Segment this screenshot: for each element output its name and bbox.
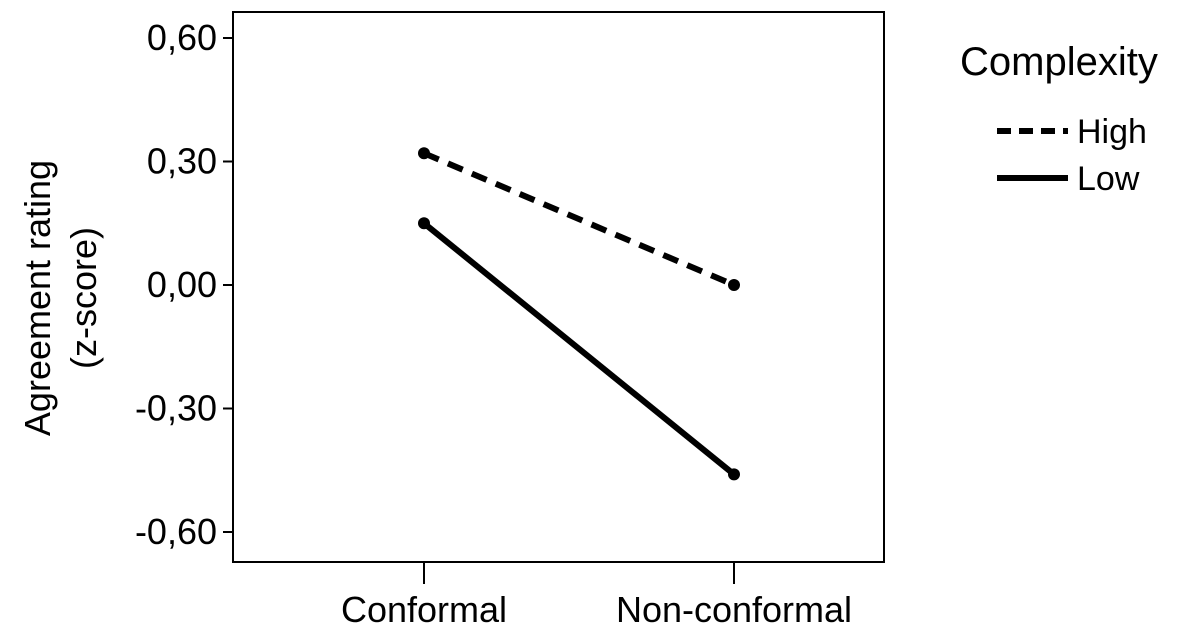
data-point-high xyxy=(728,279,740,291)
series-line-low xyxy=(422,220,736,477)
y-tick-label: 0,60 xyxy=(147,17,217,58)
legend-title: Complexity xyxy=(960,40,1158,84)
data-point-low xyxy=(728,468,740,481)
data-point-low xyxy=(418,217,430,230)
legend: Complexity High Low xyxy=(960,40,1158,198)
x-tick-label: Non-conformal xyxy=(616,589,852,627)
y-tick-label: -0,30 xyxy=(135,388,217,429)
y-tick-label: -0,60 xyxy=(135,511,217,552)
y-tick-label: 0,00 xyxy=(147,264,217,305)
y-axis: 0,60 0,30 0,00 -0,30 -0,60 xyxy=(135,17,233,552)
data-point-high xyxy=(418,147,430,160)
legend-label-high: High xyxy=(1077,113,1147,151)
y-axis-title-line-2: (z-score) xyxy=(63,227,104,369)
x-axis: Conformal Non-conformal xyxy=(341,562,852,627)
y-axis-title-line-1: Agreement rating xyxy=(17,160,58,436)
y-tick-label: 0,30 xyxy=(147,141,217,182)
series-line-high xyxy=(422,150,736,288)
plot-frame xyxy=(232,11,885,563)
legend-label-low: Low xyxy=(1077,160,1140,198)
x-tick-label: Conformal xyxy=(341,589,507,627)
series-layer xyxy=(418,147,740,481)
